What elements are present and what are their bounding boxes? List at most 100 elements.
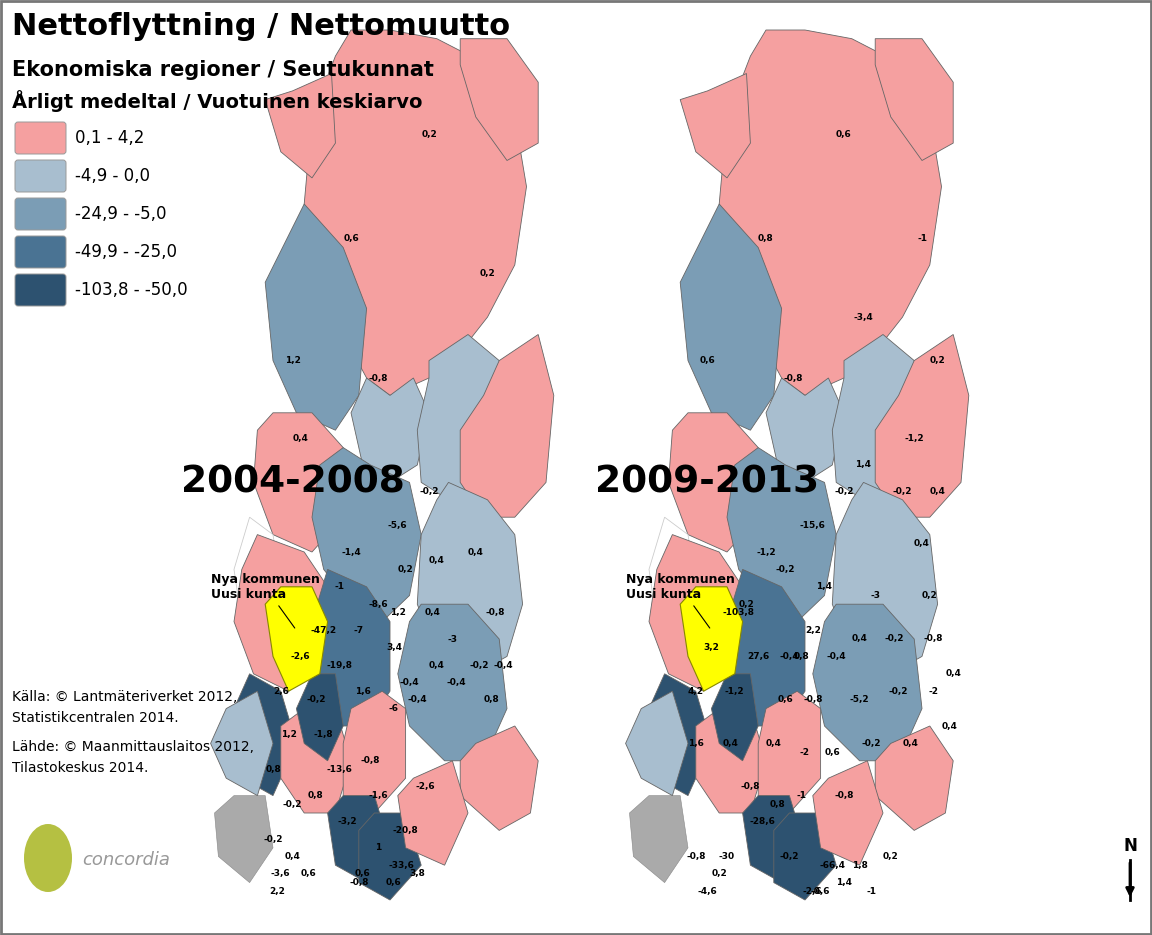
Polygon shape: [234, 517, 281, 639]
Text: 0,8: 0,8: [265, 765, 281, 774]
Text: -0,8: -0,8: [349, 878, 369, 887]
Text: -7: -7: [354, 626, 364, 635]
Polygon shape: [265, 587, 327, 691]
Polygon shape: [234, 535, 327, 691]
Text: 0,4: 0,4: [766, 739, 782, 748]
Text: -0,2: -0,2: [885, 635, 904, 643]
Polygon shape: [304, 30, 526, 396]
Text: -0,2: -0,2: [306, 696, 326, 704]
Text: 2004-2008: 2004-2008: [181, 465, 404, 500]
Polygon shape: [649, 517, 696, 639]
Text: 1,2: 1,2: [285, 356, 301, 365]
Text: -0,8: -0,8: [687, 852, 705, 861]
Text: -1: -1: [334, 583, 344, 591]
Polygon shape: [832, 482, 938, 674]
Text: -3,4: -3,4: [854, 312, 873, 322]
Text: 0,4: 0,4: [723, 739, 738, 748]
Polygon shape: [211, 691, 273, 796]
Polygon shape: [397, 604, 507, 761]
Polygon shape: [680, 204, 781, 430]
Text: 0,6: 0,6: [699, 356, 715, 365]
Text: -0,2: -0,2: [775, 565, 795, 574]
Text: 3,2: 3,2: [704, 643, 719, 653]
Text: 1,6: 1,6: [355, 686, 371, 696]
Text: 0,2: 0,2: [930, 356, 946, 365]
Text: -2: -2: [799, 748, 810, 756]
Polygon shape: [766, 378, 844, 482]
Text: 0,6: 0,6: [836, 130, 851, 139]
Text: -0,2: -0,2: [419, 486, 439, 496]
Polygon shape: [253, 412, 343, 552]
Text: -49,9 - -25,0: -49,9 - -25,0: [75, 243, 177, 261]
Text: 0,2: 0,2: [882, 852, 899, 861]
Text: 27,6: 27,6: [748, 652, 770, 661]
Text: 1,6: 1,6: [688, 739, 704, 748]
Text: 2,2: 2,2: [268, 886, 285, 896]
Text: -0,2: -0,2: [834, 486, 854, 496]
Text: -0,4: -0,4: [447, 678, 467, 687]
Text: -0,8: -0,8: [783, 373, 803, 382]
Text: -1,2: -1,2: [756, 548, 775, 556]
Text: 0,2: 0,2: [422, 130, 437, 139]
Text: -3,6: -3,6: [271, 870, 290, 878]
Text: N: N: [1123, 837, 1137, 855]
Text: Lähde: © Maanmittauslaitos 2012,
Tilastokeskus 2014.: Lähde: © Maanmittauslaitos 2012, Tilasto…: [12, 740, 253, 774]
Text: -2,6: -2,6: [290, 652, 310, 661]
Text: -0,8: -0,8: [369, 373, 388, 382]
Text: -8,6: -8,6: [369, 599, 388, 609]
Text: -6: -6: [389, 704, 399, 713]
FancyBboxPatch shape: [15, 236, 66, 268]
Polygon shape: [876, 726, 953, 830]
Text: 0,2: 0,2: [711, 870, 727, 878]
FancyBboxPatch shape: [15, 274, 66, 306]
Text: 0,8: 0,8: [770, 799, 786, 809]
Polygon shape: [281, 709, 351, 813]
Polygon shape: [327, 796, 391, 883]
Polygon shape: [832, 335, 922, 500]
Text: -0,2: -0,2: [862, 739, 881, 748]
Polygon shape: [626, 691, 688, 796]
Text: 0,2: 0,2: [922, 591, 938, 600]
Text: 1,4: 1,4: [836, 878, 852, 887]
Text: -0,4: -0,4: [400, 678, 419, 687]
Text: -1: -1: [796, 791, 806, 800]
FancyBboxPatch shape: [15, 198, 66, 230]
Text: -3: -3: [447, 635, 457, 643]
Text: -0,2: -0,2: [470, 661, 490, 669]
Text: 0,6: 0,6: [386, 878, 402, 887]
Text: -0,8: -0,8: [803, 696, 823, 704]
Text: Nettoflyttning / Nettomuutto: Nettoflyttning / Nettomuutto: [12, 12, 510, 41]
Polygon shape: [265, 204, 366, 430]
Polygon shape: [813, 761, 882, 865]
Text: -0,2: -0,2: [264, 835, 282, 843]
Text: -0,2: -0,2: [780, 852, 799, 861]
Polygon shape: [696, 709, 766, 813]
Polygon shape: [343, 691, 406, 813]
Text: 0,1 - 4,2: 0,1 - 4,2: [75, 129, 144, 147]
Polygon shape: [629, 796, 688, 883]
Text: Nya kommunen
Uusi kunta: Nya kommunen Uusi kunta: [211, 573, 319, 628]
Text: 1,2: 1,2: [389, 609, 406, 617]
Text: 0,6: 0,6: [343, 235, 359, 243]
Text: -47,2: -47,2: [311, 626, 336, 635]
Text: 0,2: 0,2: [738, 599, 755, 609]
Text: -0,2: -0,2: [893, 486, 912, 496]
Text: 3,8: 3,8: [409, 870, 425, 878]
Text: 0,8: 0,8: [484, 696, 499, 704]
Text: -0,4: -0,4: [493, 661, 513, 669]
Polygon shape: [876, 335, 969, 517]
Text: -15,6: -15,6: [799, 522, 826, 530]
Text: -3: -3: [870, 591, 880, 600]
Text: Årligt medeltal / Vuotuinen keskiarvo: Årligt medeltal / Vuotuinen keskiarvo: [12, 90, 423, 112]
Text: -1,8: -1,8: [313, 730, 334, 740]
Text: 0,8: 0,8: [794, 652, 809, 661]
Polygon shape: [758, 691, 820, 813]
Polygon shape: [358, 813, 422, 900]
Polygon shape: [774, 813, 836, 900]
Text: 2009-2013: 2009-2013: [596, 465, 819, 500]
Text: 2,2: 2,2: [805, 626, 820, 635]
Polygon shape: [649, 535, 743, 691]
Text: -5,6: -5,6: [388, 522, 408, 530]
Ellipse shape: [24, 824, 71, 892]
Text: -0,4: -0,4: [408, 696, 427, 704]
